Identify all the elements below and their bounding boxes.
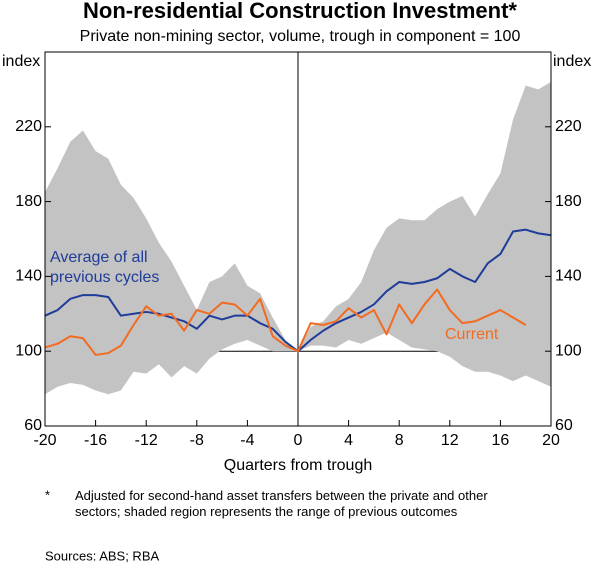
footnote-marker: * [45,487,50,502]
y2-tick-label: 100 [555,342,582,359]
x-axis-label: Quarters from trough [224,457,373,474]
y2-tick-label: 180 [555,193,582,210]
y-tick-label: 140 [15,268,42,285]
y-tick-label: 220 [15,118,42,135]
y-axis-label: index [2,53,40,70]
y-tick-label: 180 [15,193,42,210]
x-tick-label: -4 [240,432,254,449]
y-tick-label: 100 [15,342,42,359]
y2-axis-label: index [553,53,591,70]
y2-tick-label: 220 [555,118,582,135]
x-tick-label: 4 [344,432,353,449]
x-tick-label: -20 [33,432,56,449]
chart-title: Non-residential Construction Investment* [83,0,517,23]
sources: Sources: ABS; RBA [45,548,159,563]
series-line [44,288,527,356]
series-label: Average of all previous cycles [50,249,160,286]
x-tick-label: -16 [84,432,107,449]
range-band [45,81,551,395]
x-tick-label: 20 [542,432,560,449]
footnote: Adjusted for second-hand asset transfers… [75,488,488,519]
y2-tick-label: 60 [555,417,573,434]
x-tick-label: -8 [190,432,204,449]
x-tick-label: 12 [441,432,459,449]
x-tick-label: 8 [395,432,404,449]
x-tick-label: 16 [492,432,510,449]
x-tick-label: -12 [135,432,158,449]
y-tick-label: 60 [24,417,42,434]
y2-tick-label: 140 [555,268,582,285]
chart-subtitle: Private non-mining sector, volume, troug… [80,28,521,45]
series-label: Current [445,326,499,343]
x-tick-label: 0 [294,432,303,449]
